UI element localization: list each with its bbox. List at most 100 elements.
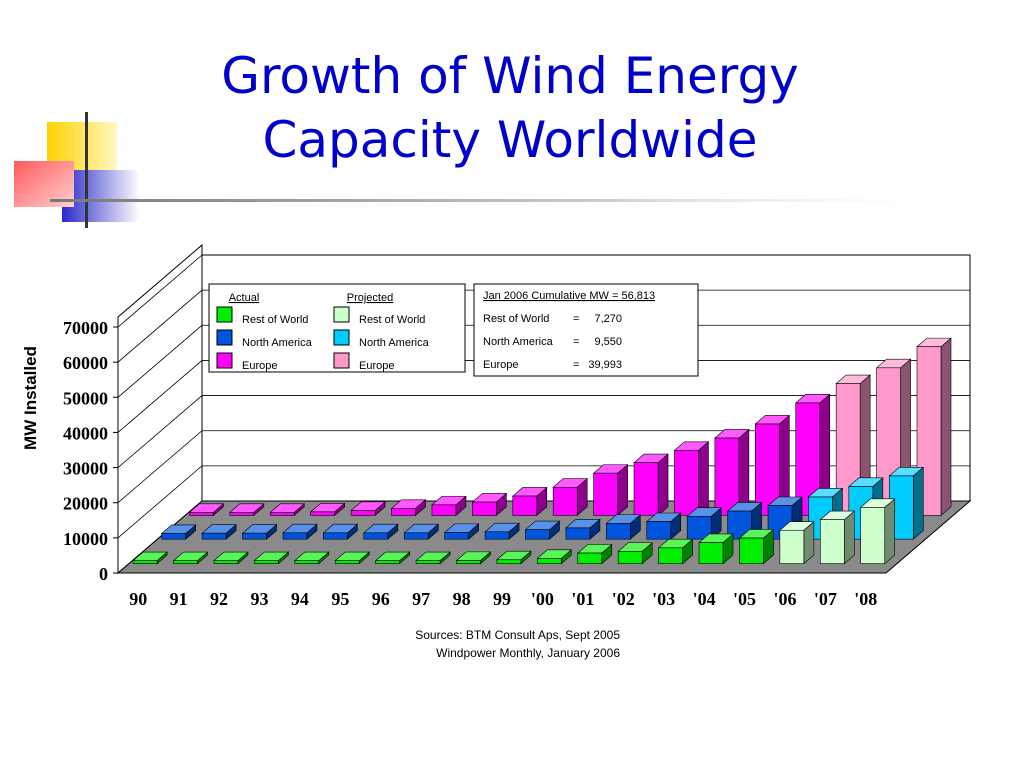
infobox-equals: =	[573, 336, 579, 348]
bar-europe	[188, 503, 225, 517]
x-tick-label: 95	[331, 589, 349, 609]
bar-rest-of-world	[334, 551, 371, 565]
bar-rest-of-world	[698, 533, 734, 565]
bar-north-america	[322, 523, 359, 540]
gridline	[117, 430, 970, 504]
bar-europe	[673, 441, 710, 517]
bar-rest-of-world	[496, 550, 532, 565]
bar-rest-of-world	[132, 551, 168, 565]
bar-rest-of-world	[859, 498, 896, 565]
infobox-equals: =	[573, 359, 579, 371]
bar-rest-of-world	[294, 551, 330, 565]
bar-north-america	[565, 518, 601, 540]
legend-swatch-actual	[216, 306, 233, 323]
legend-label-actual: North America	[242, 337, 313, 349]
bar-europe	[431, 495, 467, 517]
infobox-value: 7,270	[594, 313, 622, 325]
deco-vertical-line	[85, 112, 88, 228]
bar-europe	[350, 501, 386, 517]
bar-rest-of-world	[415, 551, 451, 565]
y-tick-label: 70000	[63, 318, 108, 338]
bar-europe	[229, 503, 265, 517]
legend-projected-heading: Projected	[347, 292, 393, 304]
bar-north-america	[241, 523, 278, 540]
infobox-label: Rest of World	[483, 313, 549, 325]
y-tick-label: 10000	[63, 529, 108, 549]
x-tick-label: 91	[170, 589, 188, 609]
bar-rest-of-world	[172, 551, 209, 565]
bar-europe	[835, 374, 871, 517]
x-tick-label: 97	[412, 589, 430, 609]
y-tick-label: 50000	[63, 388, 108, 408]
legend-swatch-projected	[333, 329, 350, 346]
bar-rest-of-world	[253, 551, 290, 565]
infobox-value: 9,550	[594, 336, 622, 348]
x-tick-label: 99	[493, 589, 511, 609]
x-tick-label: 94	[291, 589, 309, 609]
bar-north-america	[403, 523, 440, 540]
deco-blue-square	[62, 170, 140, 222]
bar-rest-of-world	[213, 551, 249, 565]
legend-swatch-projected	[333, 352, 350, 369]
bar-rest-of-world	[576, 543, 613, 565]
bar-europe	[269, 503, 306, 517]
legend-actual-heading: Actual	[229, 292, 260, 304]
decorative-squares	[14, 112, 970, 228]
gridline	[117, 465, 970, 539]
legend-label-projected: North America	[359, 337, 430, 349]
legend-label-actual: Europe	[242, 360, 277, 372]
infobox-equals: =	[573, 313, 579, 325]
x-tick-label: '00	[531, 589, 554, 609]
bar-europe	[309, 502, 346, 517]
sources-line-1: Sources: BTM Consult Aps, Sept 2005	[415, 628, 620, 642]
bar-north-america	[201, 523, 237, 540]
legend-swatch-actual	[216, 329, 233, 346]
bar-europe	[552, 478, 589, 517]
bar-rest-of-world	[617, 542, 653, 565]
bar-rest-of-world	[536, 549, 573, 565]
x-tick-label: 96	[372, 589, 390, 609]
bar-europe	[390, 499, 427, 517]
x-tick-label: 93	[250, 589, 268, 609]
sources-line-2: Windpower Monthly, January 2006	[436, 646, 620, 660]
chart-legend: Actual Projected Rest of World Rest of Worl…	[208, 283, 466, 373]
title-line-1: Growth of Wind Energy	[221, 47, 799, 105]
bar-north-america	[362, 523, 399, 540]
gridline	[117, 289, 970, 363]
x-tick-label: '01	[571, 589, 594, 609]
legend-label-projected: Rest of World	[359, 314, 425, 326]
legend-label-projected: Europe	[359, 360, 394, 372]
bar-rest-of-world	[819, 510, 856, 565]
gridline	[117, 360, 970, 433]
sources-note: Sources: BTM Consult Aps, Sept 2005 Wind…	[380, 626, 620, 662]
x-tick-label: 92	[210, 589, 228, 609]
bar-north-america	[605, 514, 642, 540]
x-tick-label: '06	[773, 589, 796, 609]
infobox-label: North America	[483, 336, 554, 348]
x-tick-label: '03	[652, 589, 675, 609]
gridline	[117, 324, 970, 398]
bar-europe	[511, 486, 548, 517]
bar-europe	[592, 463, 629, 517]
legend-swatch-actual	[216, 352, 233, 369]
series-rest-of-world	[132, 498, 896, 565]
y-tick-label: 20000	[63, 494, 108, 514]
bar-north-america	[484, 522, 520, 540]
x-tick-label: '05	[733, 589, 756, 609]
bar-rest-of-world	[374, 551, 411, 565]
y-tick-label: 0	[99, 564, 108, 584]
bar-north-america	[443, 523, 480, 540]
bar-rest-of-world	[779, 521, 815, 565]
infobox-heading: Jan 2006 Cumulative MW = 56,813	[483, 290, 655, 302]
gridline	[117, 395, 970, 468]
bar-north-america	[686, 507, 722, 540]
cumulative-infobox: Jan 2006 Cumulative MW = 56,813 Rest of W…	[473, 283, 699, 377]
bar-europe	[714, 428, 750, 517]
page-title: Growth of Wind Energy Capacity Worldwide	[140, 44, 880, 172]
bar-rest-of-world	[738, 528, 775, 565]
x-tick-label: 98	[453, 589, 471, 609]
infobox-value: 39,993	[588, 359, 622, 371]
bar-north-america	[282, 523, 318, 540]
bar-rest-of-world	[455, 551, 492, 565]
legend-swatch-projected	[333, 306, 350, 323]
